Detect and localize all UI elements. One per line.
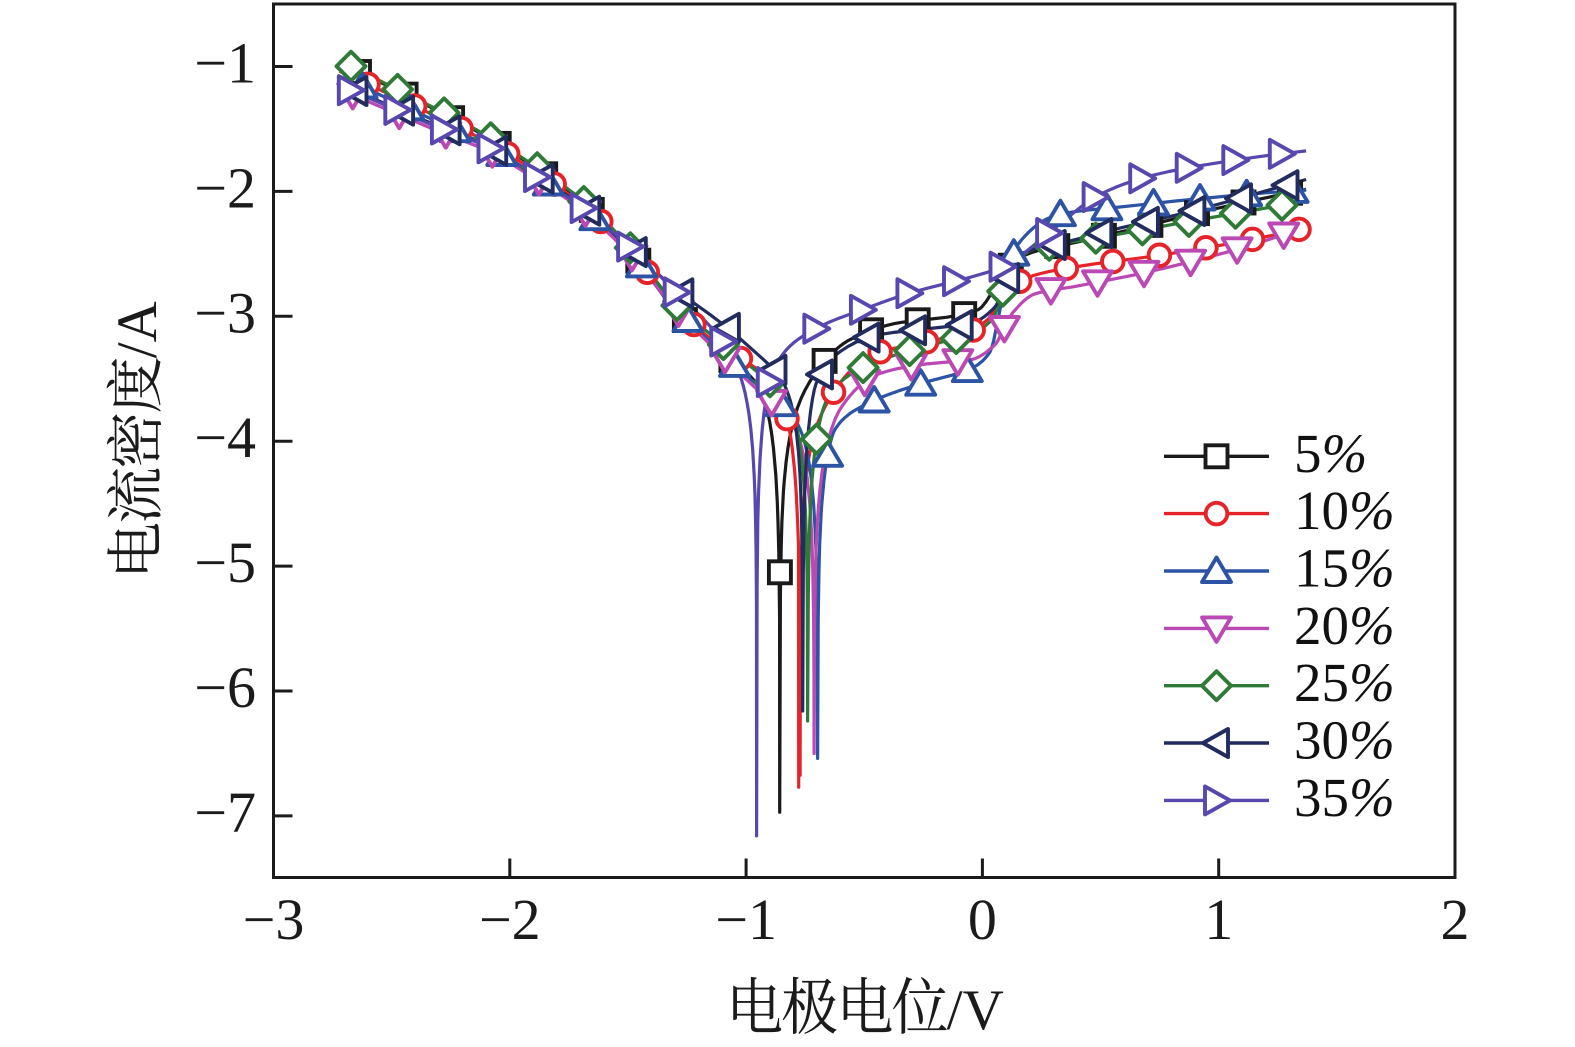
svg-text:10%: 10%: [1294, 480, 1395, 541]
svg-text:−6: −6: [194, 655, 256, 720]
svg-text:−1: −1: [715, 887, 777, 952]
svg-text:−2: −2: [479, 887, 541, 952]
svg-text:0: 0: [968, 887, 997, 952]
svg-text:25%: 25%: [1294, 652, 1395, 713]
svg-text:20%: 20%: [1294, 595, 1395, 656]
svg-text:−3: −3: [243, 887, 305, 952]
svg-text:2: 2: [1441, 887, 1470, 952]
svg-text:−1: −1: [194, 31, 256, 96]
svg-text:15%: 15%: [1294, 538, 1395, 599]
svg-text:−3: −3: [194, 280, 256, 345]
svg-text:−7: −7: [194, 780, 256, 845]
svg-text:/V: /V: [947, 979, 1004, 1042]
svg-text:5%: 5%: [1294, 423, 1367, 484]
svg-text:1: 1: [1204, 887, 1233, 952]
svg-text:−2: −2: [194, 155, 256, 220]
svg-text:/A: /A: [106, 301, 169, 358]
svg-text:30%: 30%: [1294, 710, 1395, 771]
svg-text:35%: 35%: [1294, 767, 1395, 828]
svg-text:−4: −4: [194, 405, 256, 470]
svg-text:−5: −5: [194, 530, 256, 595]
